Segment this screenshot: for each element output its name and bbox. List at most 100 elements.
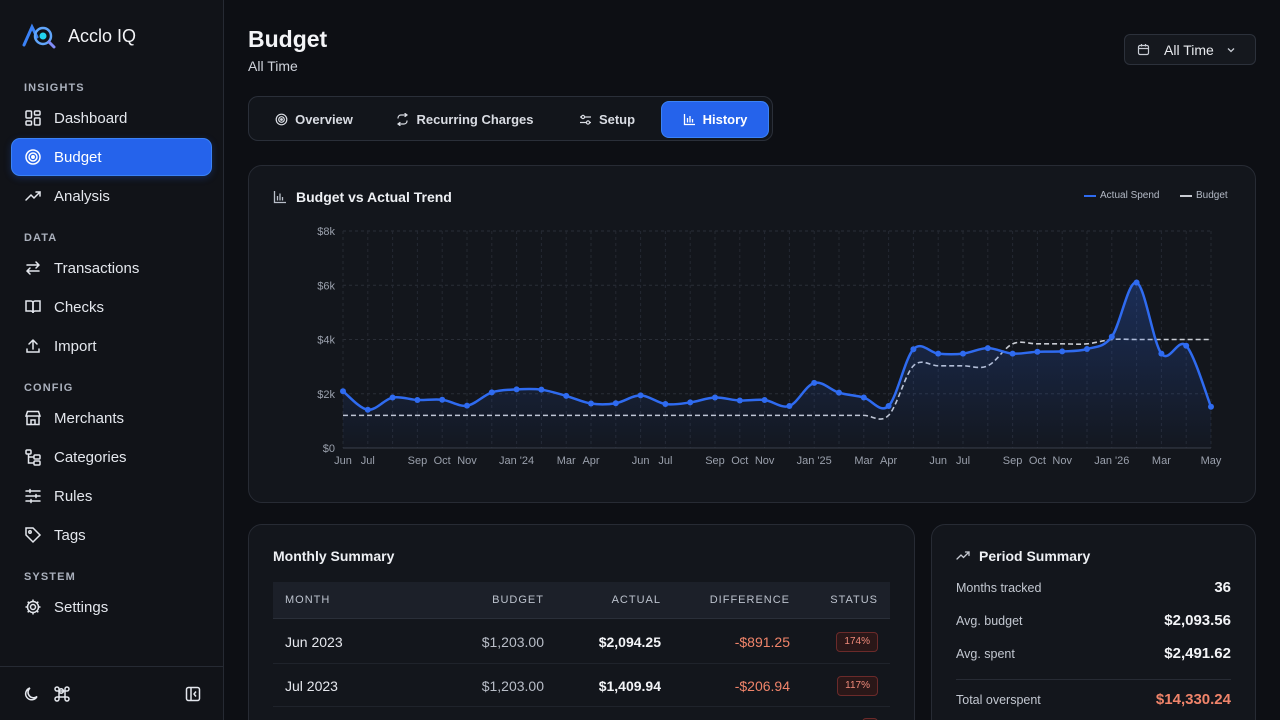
upload-icon bbox=[26, 338, 40, 353]
sidebar-item-label: Checks bbox=[54, 298, 105, 316]
sliders-icon bbox=[25, 488, 41, 504]
legend-item-budget: Budget bbox=[1180, 190, 1228, 201]
period-label: Avg. spent bbox=[956, 646, 1015, 661]
dashboard-icon bbox=[25, 110, 41, 126]
tab-label: Recurring Charges bbox=[416, 112, 534, 127]
cell-month: Jul 2023 bbox=[285, 678, 338, 694]
sidebar-item-label: Merchants bbox=[54, 409, 125, 427]
period-row-months: Months tracked 36 bbox=[956, 579, 1231, 596]
table-row[interactable] bbox=[273, 706, 890, 720]
brand[interactable]: Acclo IQ bbox=[22, 23, 136, 49]
cell-actual: $2,094.25 bbox=[598, 634, 661, 650]
tab-recurring-charges[interactable]: Recurring Charges bbox=[385, 102, 545, 137]
column-header-month[interactable]: MONTH bbox=[285, 594, 331, 606]
sidebar-item-transactions[interactable]: Transactions bbox=[12, 250, 211, 286]
calendar-icon bbox=[1137, 44, 1150, 56]
cell-budget: $1,203.00 bbox=[481, 678, 544, 694]
tab-history[interactable]: History bbox=[662, 102, 768, 137]
period-label: Months tracked bbox=[956, 580, 1042, 595]
legend-label: Actual Spend bbox=[1100, 190, 1160, 201]
sidebar-item-label: Transactions bbox=[54, 259, 140, 277]
logo-icon bbox=[22, 23, 56, 49]
sliders-icon bbox=[579, 114, 591, 125]
page-subtitle: All Time bbox=[248, 58, 298, 74]
period-row-total-overspent: Total overspent $14,330.24 bbox=[956, 691, 1231, 708]
sidebar-item-settings[interactable]: Settings bbox=[12, 589, 211, 625]
sidebar-item-rules[interactable]: Rules bbox=[12, 478, 211, 514]
sidebar-item-categories[interactable]: Categories bbox=[12, 439, 211, 475]
sidebar-item-label: Budget bbox=[54, 148, 102, 166]
status-badge: 117% bbox=[837, 676, 878, 696]
repeat-icon bbox=[397, 113, 409, 126]
bar-chart-icon bbox=[273, 191, 286, 204]
collapse-sidebar-icon[interactable] bbox=[184, 685, 202, 703]
period-label: Total overspent bbox=[956, 692, 1041, 707]
period-summary-title: Period Summary bbox=[956, 548, 1090, 564]
tab-setup[interactable]: Setup bbox=[567, 102, 647, 137]
column-header-status[interactable]: STATUS bbox=[830, 594, 878, 606]
sidebar-item-merchants[interactable]: Merchants bbox=[12, 400, 211, 436]
cell-budget: $1,203.00 bbox=[481, 634, 544, 650]
date-range-select[interactable]: All Time bbox=[1124, 34, 1256, 65]
sidebar-item-analysis[interactable]: Analysis bbox=[12, 178, 211, 214]
sidebar-item-checks[interactable]: Checks bbox=[12, 289, 211, 325]
trending-up-icon bbox=[25, 191, 41, 201]
period-summary-card bbox=[931, 524, 1256, 720]
app-name: Acclo IQ bbox=[68, 25, 137, 46]
table-header: MONTH BUDGET ACTUAL DIFFERENCE STATUS bbox=[273, 582, 890, 619]
sidebar-footer bbox=[0, 666, 223, 720]
sidebar-item-label: Settings bbox=[54, 598, 109, 616]
sidebar: Acclo IQ INSIGHTS Dashboard Budget Analy… bbox=[0, 0, 224, 720]
sidebar-item-label: Categories bbox=[54, 448, 127, 466]
table-row[interactable]: Jul 2023 $1,203.00 $1,409.94 -$206.94 11… bbox=[273, 663, 890, 706]
tab-overview[interactable]: Overview bbox=[263, 102, 365, 137]
period-row-avg-budget: Avg. budget $2,093.56 bbox=[956, 612, 1231, 629]
cell-month: Jun 2023 bbox=[285, 634, 343, 650]
tree-icon bbox=[25, 449, 41, 466]
period-value: 36 bbox=[1214, 579, 1231, 596]
gear-icon bbox=[25, 599, 41, 615]
period-row-avg-spent: Avg. spent $2,491.62 bbox=[956, 645, 1231, 662]
tab-label: History bbox=[702, 112, 748, 127]
sidebar-item-import[interactable]: Import bbox=[12, 328, 211, 364]
section-label-data: DATA bbox=[24, 232, 58, 244]
command-icon[interactable] bbox=[53, 685, 71, 703]
table-row[interactable]: Jun 2023 $1,203.00 $2,094.25 -$891.25 17… bbox=[273, 620, 890, 663]
target-icon bbox=[25, 149, 41, 165]
sidebar-item-label: Rules bbox=[54, 487, 93, 505]
status-badge: 174% bbox=[836, 632, 878, 652]
sidebar-item-budget[interactable]: Budget bbox=[12, 139, 211, 175]
store-icon bbox=[24, 410, 42, 426]
period-value: $2,491.62 bbox=[1164, 645, 1231, 662]
tab-bar: Overview Recurring Charges Setup History bbox=[248, 96, 773, 141]
book-open-icon bbox=[25, 300, 41, 314]
bar-chart-icon bbox=[683, 114, 695, 126]
sidebar-item-tags[interactable]: Tags bbox=[12, 517, 211, 553]
sidebar-item-label: Import bbox=[54, 337, 97, 355]
legend-label: Budget bbox=[1196, 190, 1228, 201]
divider bbox=[956, 679, 1231, 680]
legend-item-actual: Actual Spend bbox=[1084, 190, 1160, 201]
cell-actual: $1,409.94 bbox=[598, 678, 661, 694]
cell-difference: -$891.25 bbox=[734, 634, 790, 650]
period-value: $14,330.24 bbox=[1155, 691, 1231, 708]
column-header-difference[interactable]: DIFFERENCE bbox=[709, 594, 790, 606]
section-label-config: CONFIG bbox=[24, 382, 74, 394]
trend-card-title: Budget vs Actual Trend bbox=[273, 189, 452, 205]
tab-label: Setup bbox=[598, 112, 636, 127]
column-header-budget[interactable]: BUDGET bbox=[492, 594, 544, 606]
period-value: $2,093.56 bbox=[1164, 612, 1231, 629]
monthly-summary-card bbox=[248, 524, 915, 720]
page-title: Budget bbox=[248, 26, 328, 52]
chevron-down-icon bbox=[1227, 47, 1235, 52]
sidebar-item-dashboard[interactable]: Dashboard bbox=[12, 100, 211, 136]
column-header-actual[interactable]: ACTUAL bbox=[611, 594, 661, 606]
cell-difference: -$206.94 bbox=[734, 678, 790, 694]
section-label-system: SYSTEM bbox=[24, 571, 76, 583]
target-icon bbox=[275, 113, 288, 126]
moon-icon[interactable] bbox=[23, 685, 41, 703]
sidebar-item-label: Tags bbox=[54, 526, 86, 544]
monthly-summary-title: Monthly Summary bbox=[273, 548, 395, 564]
section-label-insights: INSIGHTS bbox=[24, 82, 85, 94]
trending-up-icon bbox=[956, 551, 970, 560]
